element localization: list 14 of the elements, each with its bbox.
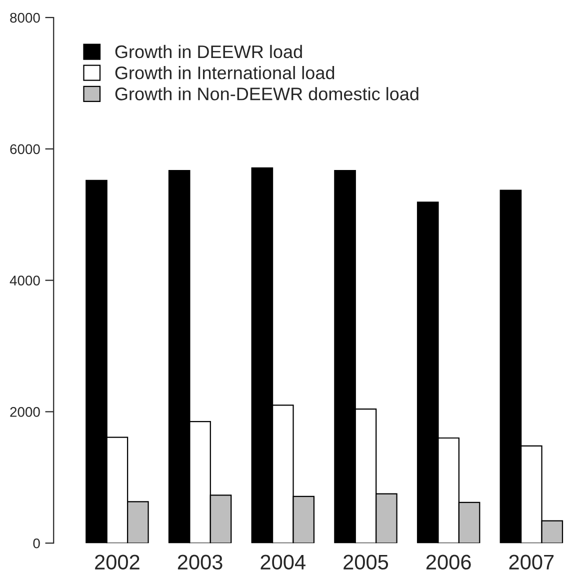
legend-label: Growth in Non-DEEWR domestic load — [115, 87, 418, 100]
y-tick-label: 2000 — [10, 407, 40, 417]
x-tick-label: 2006 — [426, 554, 471, 570]
x-tick-label: 2003 — [178, 554, 222, 570]
x-tick-label: 2004 — [260, 554, 306, 570]
y-tick-label: 8000 — [10, 12, 40, 23]
y-tick-label: 6000 — [10, 144, 40, 154]
y-tick-label: 0 — [33, 538, 40, 548]
x-tick-label: 2005 — [344, 554, 388, 570]
x-tick-label: 2002 — [95, 554, 140, 570]
legend-label: Growth in International load — [115, 66, 334, 80]
x-tick-label: 2007 — [509, 554, 554, 570]
y-tick-label: 4000 — [10, 276, 40, 286]
legend-label: Growth in DEEWR load — [115, 44, 302, 58]
